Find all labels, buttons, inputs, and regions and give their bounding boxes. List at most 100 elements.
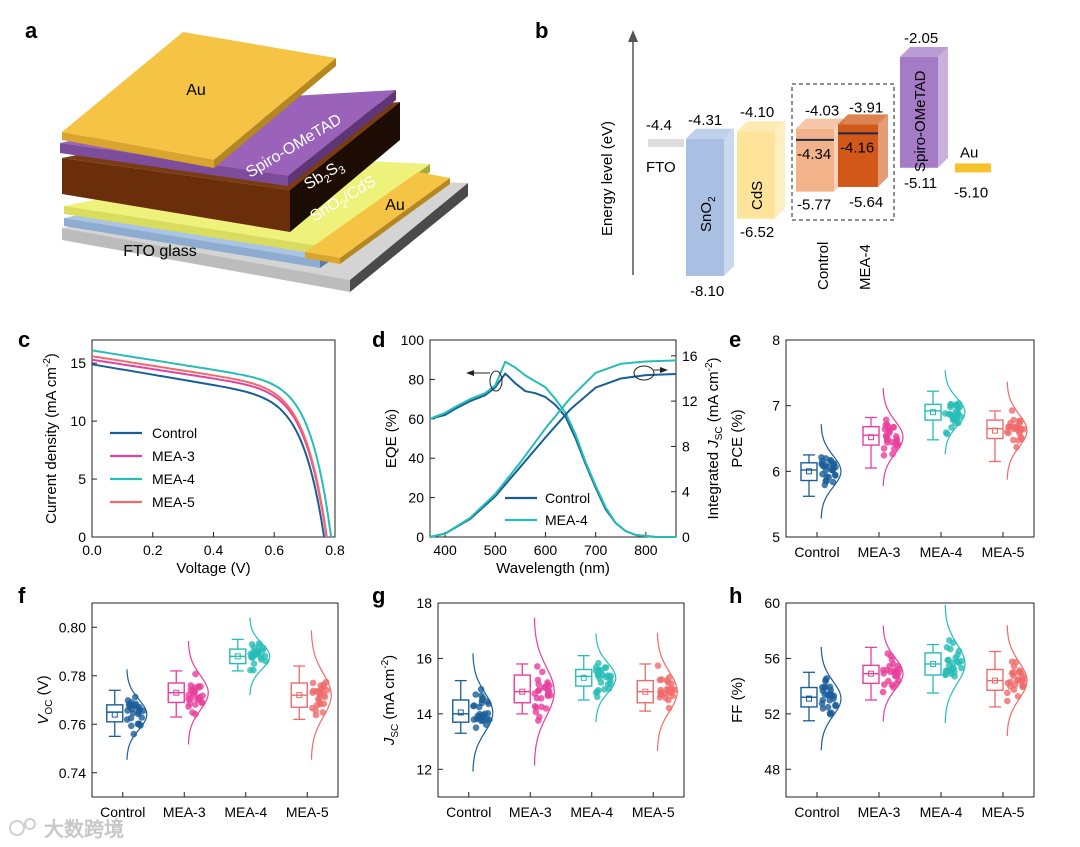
- data-point: [818, 458, 826, 465]
- y-label-tail: ): [43, 353, 60, 358]
- legend-label: Control: [545, 490, 590, 506]
- y-tick-label: 80: [408, 371, 424, 387]
- data-point: [892, 669, 899, 676]
- data-point: [947, 411, 954, 418]
- data-point: [1010, 436, 1017, 444]
- data-point: [668, 680, 675, 687]
- spiro-bottom-label: -5.11: [904, 175, 937, 192]
- y2-pre: Integrated: [705, 448, 722, 520]
- data-point: [880, 445, 888, 452]
- x-tick-label: 800: [634, 542, 658, 558]
- box-mea-4: [924, 403, 942, 421]
- mea4-bottom-label: -5.64: [849, 194, 883, 211]
- panel-g-jsc-chart: 12 14 16 18 JSC (mA cm-2) Control MEA-3 MEA-4 ME…: [380, 595, 685, 820]
- legend-label: Control: [152, 425, 197, 441]
- x-tick-label: 0.0: [82, 542, 102, 558]
- data-point: [1012, 658, 1020, 666]
- distribution-curve: [1006, 625, 1028, 737]
- data-point: [476, 710, 484, 718]
- data-point: [477, 686, 485, 693]
- y-tick-label: 60: [408, 411, 424, 427]
- category-label: Control: [794, 544, 839, 560]
- data-point: [668, 685, 675, 692]
- box-control: [800, 462, 818, 482]
- data-point: [532, 708, 540, 716]
- y-tick-label: 15: [70, 355, 86, 371]
- data-point: [1004, 697, 1011, 705]
- plot-frame: [785, 602, 1035, 798]
- data-point: [827, 710, 834, 718]
- data-point: [886, 429, 893, 437]
- y-tick-label: 0: [416, 529, 424, 545]
- y-tick-label: 12: [416, 761, 432, 777]
- layer-label-au-contact: Au: [385, 197, 405, 214]
- y2-tick-label: 8: [682, 438, 690, 454]
- y2-tick-label: 12: [682, 393, 698, 409]
- au-contact-side: [340, 178, 450, 264]
- watermark: 大数跨境: [9, 817, 124, 841]
- data-point: [879, 688, 887, 696]
- dashed-box: [791, 83, 895, 221]
- data-point: [1007, 423, 1014, 431]
- mea4-band-top: [838, 114, 888, 125]
- distribution-curve: [595, 633, 617, 723]
- distribution-curve: [820, 424, 842, 519]
- data-point: [829, 478, 837, 486]
- y2-tick-label: 4: [682, 484, 690, 500]
- distribution-curve: [249, 617, 271, 696]
- au-level-bar: [955, 163, 991, 173]
- sno2-name: SnO2: [698, 196, 718, 232]
- y2-italic: J: [705, 440, 722, 449]
- x-tick-label: 0.8: [325, 542, 345, 558]
- data-point: [595, 659, 602, 667]
- sno-sub: 2: [339, 198, 350, 211]
- data-point: [191, 689, 198, 696]
- category-label: Control: [794, 804, 839, 820]
- spiro-band: [900, 57, 938, 168]
- y-label-tail: ): [381, 655, 398, 660]
- right-arrowhead: [660, 367, 668, 373]
- panel-label: b: [535, 18, 548, 43]
- data-point: [880, 452, 888, 459]
- mean-marker: [992, 677, 998, 684]
- data-point: [1019, 683, 1026, 691]
- y-label-main: FF (%): [729, 677, 746, 723]
- data-point: [830, 692, 838, 700]
- y-tick-label: 18: [416, 595, 432, 611]
- data-point: [883, 436, 891, 444]
- fto-level-label: -4.4: [646, 117, 672, 134]
- data-point: [819, 705, 827, 712]
- data-point: [1013, 443, 1020, 451]
- watermark-text: 大数跨境: [44, 817, 124, 841]
- category-label: MEA-3: [858, 804, 901, 820]
- y-axis-label: FF (%): [729, 677, 746, 723]
- y-label-sup: -2: [380, 659, 391, 668]
- data-point: [1019, 678, 1026, 685]
- sno2-band-side: [724, 128, 734, 276]
- data-point: [946, 668, 954, 675]
- y-tick-label: 8: [772, 332, 780, 348]
- x-tick-label: 0.6: [265, 542, 285, 558]
- x-tick-label: 0.2: [143, 542, 163, 558]
- mean-marker: [457, 709, 464, 716]
- y-axis-label: Energy level (eV): [599, 121, 616, 236]
- data-point: [949, 639, 957, 647]
- mean-marker: [930, 660, 936, 667]
- y-tick-label: 5: [772, 529, 780, 545]
- spiro-band-top: [900, 47, 948, 57]
- data-point: [893, 435, 900, 443]
- mea4-name: MEA-4: [857, 244, 874, 290]
- data-point: [1004, 689, 1011, 697]
- data-point: [958, 664, 965, 672]
- y-label-post: (V): [35, 675, 52, 699]
- layer-label-au: Au: [186, 82, 206, 99]
- panel-e-pce-chart: 5 6 7 8 PCE (%) Control MEA-3 MEA-4 MEA-5: [729, 332, 1035, 560]
- data-point: [483, 721, 490, 728]
- plot-frame: [785, 339, 1035, 538]
- distribution-curve: [882, 388, 904, 487]
- data-point: [309, 704, 316, 712]
- panel-label: c: [18, 327, 30, 352]
- data-point: [127, 714, 135, 722]
- data-point: [250, 660, 258, 667]
